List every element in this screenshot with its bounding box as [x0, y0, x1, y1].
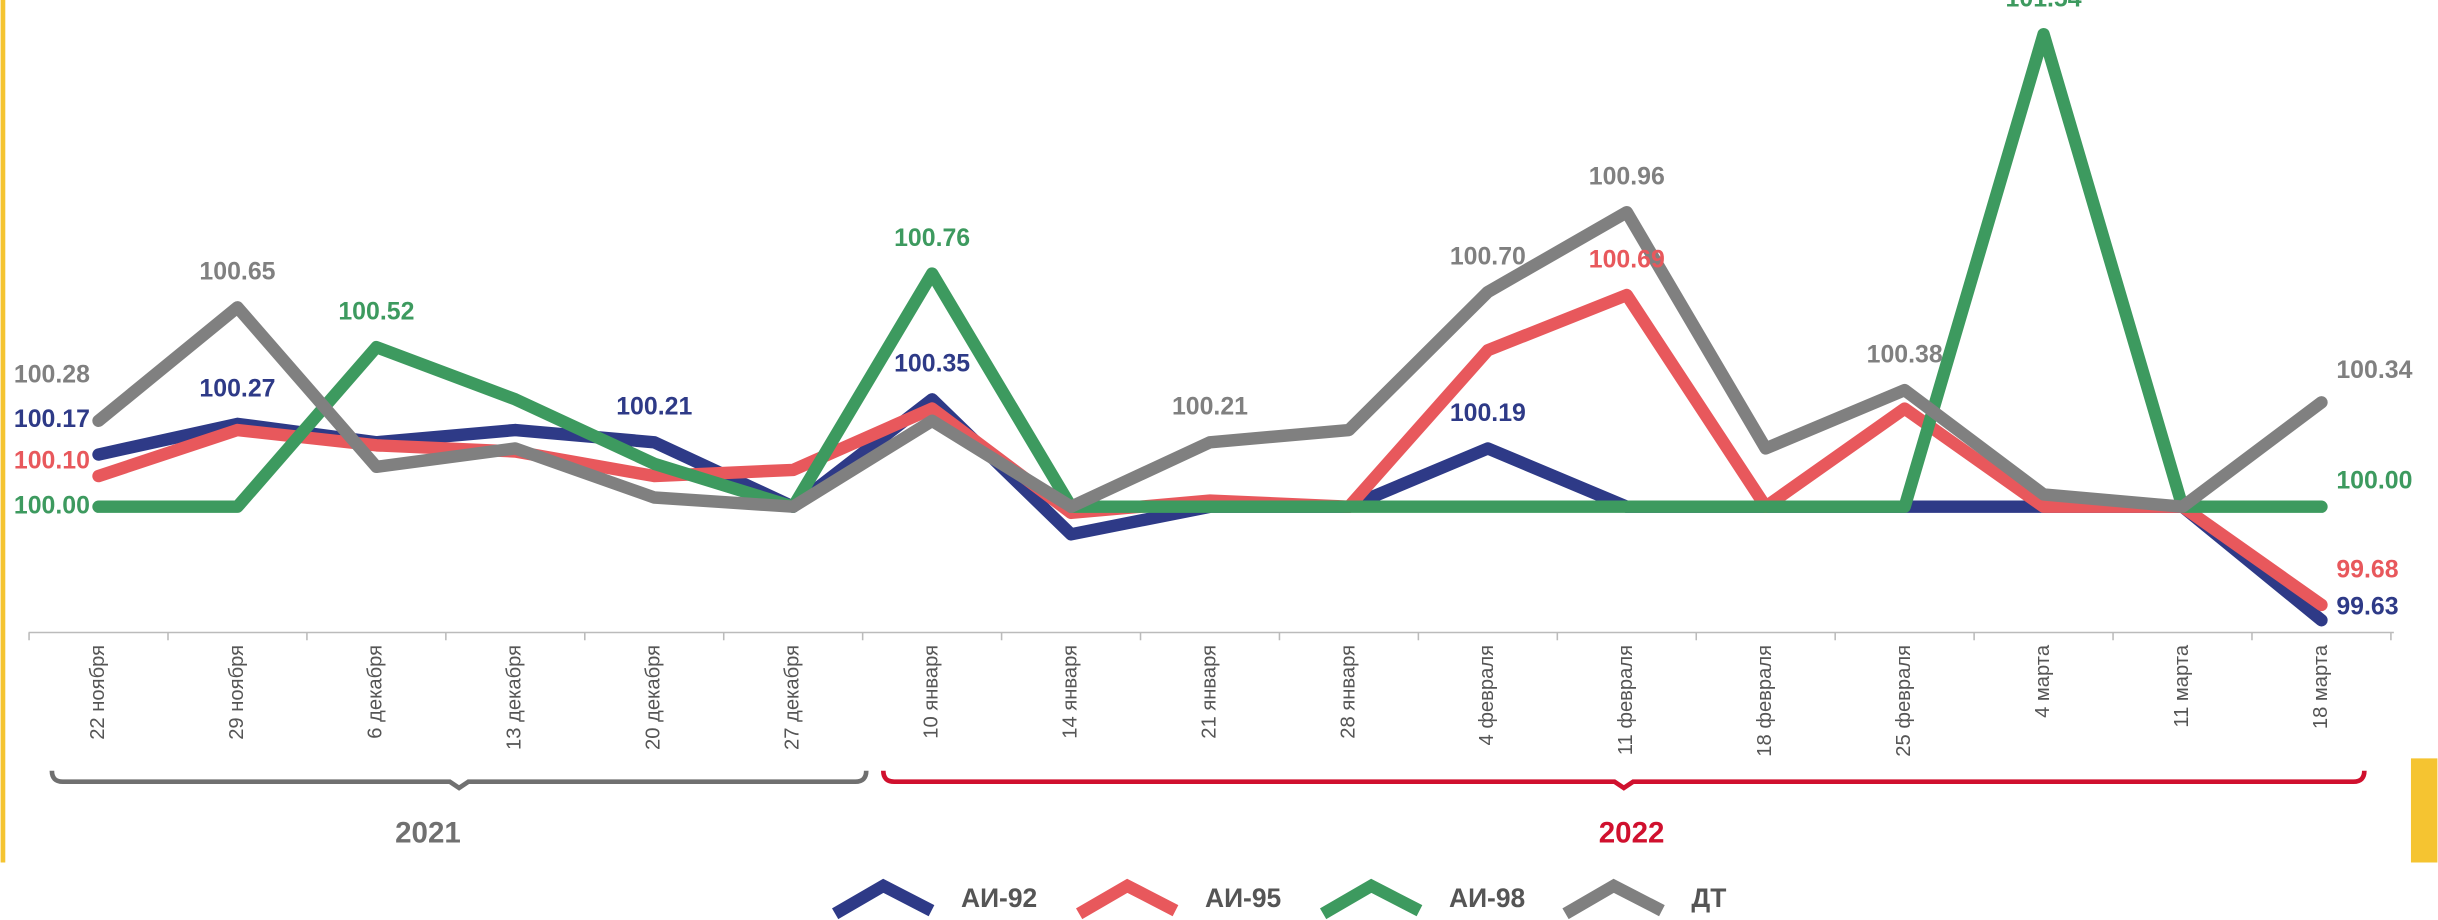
x-tick-label: 4 марта [2032, 644, 2054, 718]
legend-label: ДТ [1691, 883, 1726, 913]
data-label: 99.68 [2336, 555, 2398, 583]
data-label: 100.35 [894, 350, 970, 378]
x-tick-label: 27 декабря [782, 645, 804, 750]
data-label: 100.34 [2336, 356, 2412, 384]
accent-block [2410, 758, 2438, 863]
x-tick-label: 11 февраля [1615, 645, 1637, 755]
data-label: 99.63 [2336, 592, 2398, 620]
legend-label: АИ-92 [961, 883, 1037, 913]
x-tick-label: 10 января [920, 645, 942, 739]
x-tick-label: 13 декабря [504, 645, 526, 750]
x-tick-label: 14 января [1059, 645, 1081, 739]
data-label: 100.52 [338, 298, 414, 326]
data-label: 100.21 [616, 393, 692, 421]
data-label: 100.38 [1867, 341, 1943, 369]
data-label: 100.19 [1450, 399, 1526, 427]
data-label: 100.70 [1450, 242, 1526, 270]
series-line [92, 28, 2328, 513]
x-tick-label: 6 декабря [365, 645, 387, 739]
data-label: 100.28 [14, 360, 90, 388]
data-label: 100.27 [199, 374, 275, 402]
data-label: 101.54 [2006, 0, 2082, 13]
data-label: 100.17 [14, 405, 90, 433]
year-bracket [880, 770, 2367, 791]
x-tick-label: 20 декабря [643, 645, 665, 750]
data-label: 100.00 [2336, 466, 2412, 494]
year-label: 2021 [395, 816, 461, 849]
x-tick-label: 18 марта [2310, 644, 2332, 729]
x-tick-label: 28 января [1337, 645, 1359, 739]
data-label: 100.65 [199, 258, 275, 286]
x-tick-label: 29 ноября [226, 645, 248, 740]
x-tick-label: 11 марта [2171, 644, 2193, 727]
data-label: 100.21 [1172, 393, 1248, 421]
x-tick-label: 25 февраля [1893, 645, 1915, 757]
x-tick-label: 18 февраля [1754, 645, 1776, 757]
data-label: 100.96 [1589, 163, 1665, 191]
legend-icon [1076, 878, 1179, 920]
accent-line [0, 0, 6, 863]
legend-icon [1320, 878, 1423, 920]
data-label: 100.10 [14, 447, 90, 475]
legend-icon [832, 878, 935, 920]
year-bracket [49, 770, 869, 791]
x-tick-label: 22 ноября [87, 645, 109, 740]
series-line [92, 205, 2328, 513]
legend-icon [1562, 878, 1665, 920]
year-label: 2022 [1599, 816, 1665, 849]
data-label: 100.69 [1589, 245, 1665, 273]
x-tick-label: 21 января [1198, 645, 1220, 739]
legend-label: АИ-95 [1205, 883, 1281, 913]
data-label: 100.00 [14, 491, 90, 519]
data-label: 100.76 [894, 224, 970, 252]
legend-label: АИ-98 [1449, 883, 1525, 913]
x-tick-label: 4 февраля [1476, 645, 1498, 746]
